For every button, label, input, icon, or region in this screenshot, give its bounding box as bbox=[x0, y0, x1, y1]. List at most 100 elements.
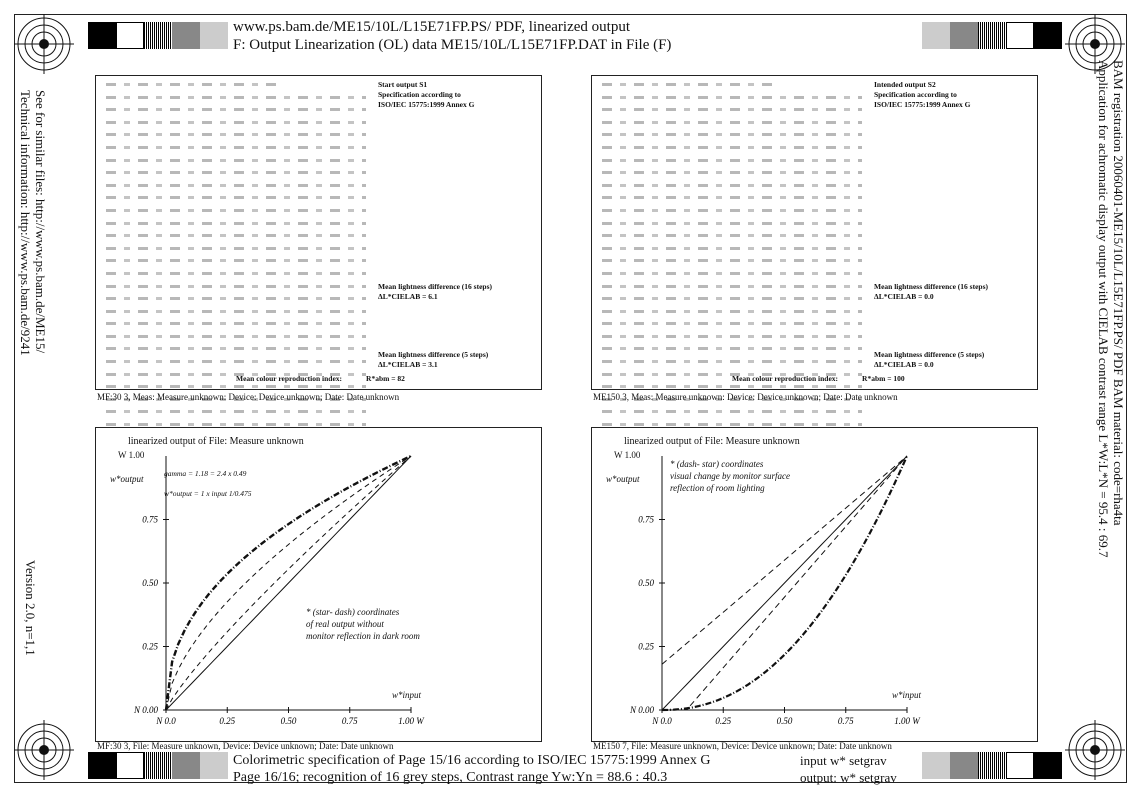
table-row bbox=[106, 196, 376, 206]
reference-line bbox=[165, 455, 412, 711]
note-line-3: monitor reflection in dark room bbox=[306, 631, 420, 641]
table-right-mean16: Mean lightness difference (16 steps) ΔL*… bbox=[874, 282, 1034, 302]
table-row bbox=[602, 271, 872, 282]
row-content bbox=[602, 196, 862, 200]
registration-target-bottom-left bbox=[14, 720, 74, 780]
table-row bbox=[602, 158, 872, 169]
row-content bbox=[602, 145, 862, 149]
row-content bbox=[106, 145, 366, 149]
table-row bbox=[106, 309, 376, 320]
row-content bbox=[106, 284, 366, 288]
mean16-value: ΔL*CIELAB = 6.1 bbox=[378, 292, 438, 301]
plot-left-y-label: w*output bbox=[110, 474, 144, 484]
table-right-mean5: Mean lightness difference (5 steps) ΔL*C… bbox=[874, 350, 1034, 370]
spec-line-1: Specification according to bbox=[378, 90, 461, 99]
row-content bbox=[106, 221, 366, 225]
left-margin-version: Version 2.0, n=1,1 bbox=[23, 560, 38, 656]
table-row bbox=[602, 347, 872, 357]
row-content bbox=[106, 334, 366, 338]
note-line-2: of real output without bbox=[306, 619, 384, 629]
table-row bbox=[106, 423, 376, 433]
plot-right-y-label: w*output bbox=[606, 474, 640, 484]
row-content bbox=[602, 284, 862, 288]
row-content bbox=[602, 397, 862, 401]
registration-target-top-left bbox=[14, 14, 74, 74]
registration-target-bottom-right bbox=[1065, 720, 1125, 780]
y-tick-label: 0.25 bbox=[142, 642, 158, 652]
reference-line bbox=[661, 455, 908, 711]
row-content bbox=[602, 360, 862, 364]
row-content bbox=[106, 385, 366, 389]
table-left-spec: Start output S1 Specification according … bbox=[378, 80, 538, 110]
page-header: www.ps.bam.de/ME15/10L/L15E71FP.PS/ PDF,… bbox=[233, 18, 913, 54]
table-row bbox=[602, 234, 872, 244]
row-content bbox=[602, 83, 772, 86]
table-row bbox=[106, 208, 376, 219]
header-line-2: F: Output Linearization (OL) data ME15/1… bbox=[233, 37, 672, 53]
right-margin-text: BAM registration 20060401-ME15/10L/L15E7… bbox=[1096, 60, 1126, 558]
row-content bbox=[106, 347, 366, 351]
grey-scale-bar-bottom-left bbox=[88, 752, 228, 779]
table-left-mean5: Mean lightness difference (5 steps) ΔL*C… bbox=[378, 350, 538, 370]
note-line-3: reflection of room lighting bbox=[670, 483, 765, 493]
mean5-label: Mean lightness difference (5 steps) bbox=[378, 350, 489, 359]
table-row bbox=[106, 246, 376, 257]
table-row bbox=[602, 410, 872, 420]
plot-right-caption: ME150 7, File: Measure unknown, Device: … bbox=[593, 741, 892, 751]
mean16-label: Mean lightness difference (16 steps) bbox=[874, 282, 989, 291]
right-margin-line-1: BAM registration 20060401-ME15/10L/L15E7… bbox=[1111, 60, 1126, 526]
x-tick-label: N 0.0 bbox=[651, 716, 672, 726]
footer-line-1: Colorimetric specification of Page 15/16… bbox=[233, 753, 711, 768]
row-content bbox=[602, 183, 862, 187]
table-row bbox=[602, 196, 872, 206]
repro-label: Mean colour reproduction index: bbox=[732, 374, 839, 383]
table-row bbox=[602, 259, 872, 269]
table-row bbox=[602, 284, 872, 295]
plot-left-title: linearized output of File: Measure unkno… bbox=[128, 436, 304, 447]
table-right-caption: ME150 3, Meas: Measure unknown: Device: … bbox=[593, 392, 898, 402]
table-row bbox=[602, 221, 872, 232]
plot-panel-right: linearized output of File: Measure unkno… bbox=[591, 427, 1038, 742]
y-tick-label: N 0.00 bbox=[133, 705, 159, 715]
note-line-2: visual change by monitor surface bbox=[670, 471, 790, 481]
table-row bbox=[602, 95, 872, 106]
table-row bbox=[602, 171, 872, 181]
table-row bbox=[106, 95, 376, 106]
plot-left-caption: MF:30 3, File: Measure unknown, Device: … bbox=[97, 741, 394, 751]
right-margin-line-2: Application for achromatic display outpu… bbox=[1096, 60, 1111, 558]
registration-target-top-right bbox=[1065, 14, 1125, 74]
y-tick-label: 0.75 bbox=[638, 515, 654, 525]
table-row bbox=[106, 171, 376, 181]
table-row bbox=[602, 208, 872, 219]
row-content bbox=[106, 95, 366, 99]
table-row bbox=[106, 322, 376, 332]
note-line-1: * (star- dash) coordinates bbox=[306, 607, 400, 617]
grey-scale-bar-top-right bbox=[922, 22, 1062, 49]
table-row bbox=[106, 360, 376, 370]
table-row bbox=[602, 83, 872, 93]
row-content bbox=[602, 158, 862, 162]
row-content bbox=[106, 208, 366, 212]
grey-scale-bar-bottom-right bbox=[922, 752, 1062, 779]
table-left-caption: MF:30 3, Meas: Measure unknown: Device: … bbox=[97, 392, 400, 402]
row-content bbox=[602, 108, 862, 112]
row-content bbox=[106, 360, 366, 364]
table-row bbox=[106, 158, 376, 169]
row-content bbox=[602, 347, 862, 351]
table-row bbox=[602, 297, 872, 307]
x-tick-label: 0.75 bbox=[838, 716, 854, 726]
header-line-1: www.ps.bam.de/ME15/10L/L15E71FP.PS/ PDF,… bbox=[233, 19, 630, 35]
row-content bbox=[106, 83, 276, 86]
spec-line-1: Specification according to bbox=[874, 90, 957, 99]
y-tick-label: 0.75 bbox=[142, 515, 158, 525]
plot-right-title: linearized output of File: Measure unkno… bbox=[624, 436, 800, 447]
table-row bbox=[602, 145, 872, 156]
table-panel-left: Start output S1 Specification according … bbox=[95, 75, 542, 452]
row-content bbox=[106, 372, 366, 376]
row-content bbox=[602, 171, 862, 175]
row-content bbox=[602, 234, 862, 238]
table-row bbox=[106, 347, 376, 357]
mean16-value: ΔL*CIELAB = 0.0 bbox=[874, 292, 934, 301]
row-content bbox=[106, 397, 366, 401]
